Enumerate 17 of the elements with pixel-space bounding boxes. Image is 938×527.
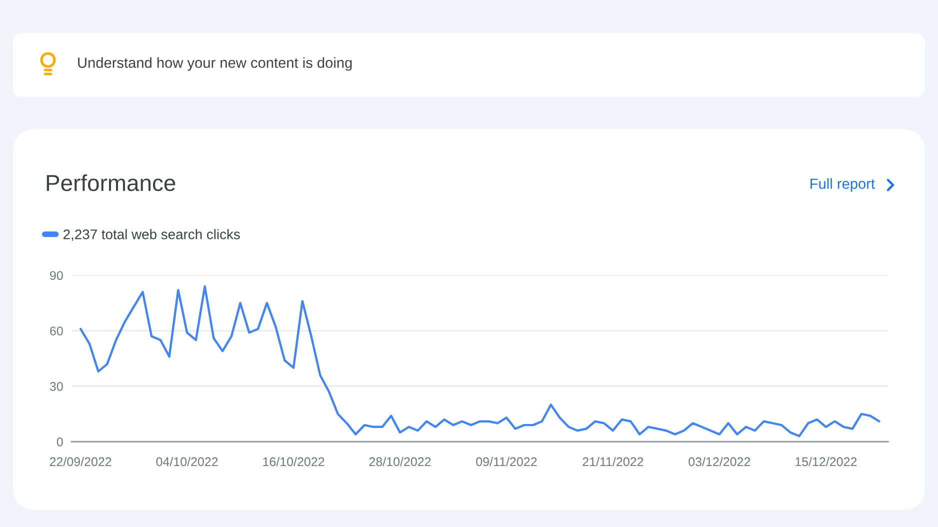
line-series	[79, 285, 880, 438]
y-tick-label: 60	[50, 326, 63, 336]
x-tick-label: 21/11/2022	[582, 456, 644, 466]
legend-label: 2,237 total web search clicks	[64, 229, 240, 241]
y-tick-label: 90	[50, 271, 63, 280]
x-tick-label: 16/10/2022	[263, 456, 324, 466]
chart-title: Performance	[46, 174, 176, 192]
y-tick-label: 0	[56, 438, 63, 446]
y-tick-label: 30	[50, 382, 63, 391]
x-tick-label: 28/10/2022	[369, 456, 431, 466]
x-tick-label: 04/10/2022	[156, 456, 218, 466]
x-tick-label: 09/11/2022	[476, 456, 537, 466]
x-tick-label: 15/12/2022	[796, 456, 857, 466]
text: Understand how your new content is doing	[78, 57, 352, 71]
text: Full report	[810, 178, 875, 192]
x-tick-label: 22/09/2022	[50, 456, 112, 466]
x-tick-label: 03/12/2022	[688, 456, 750, 466]
